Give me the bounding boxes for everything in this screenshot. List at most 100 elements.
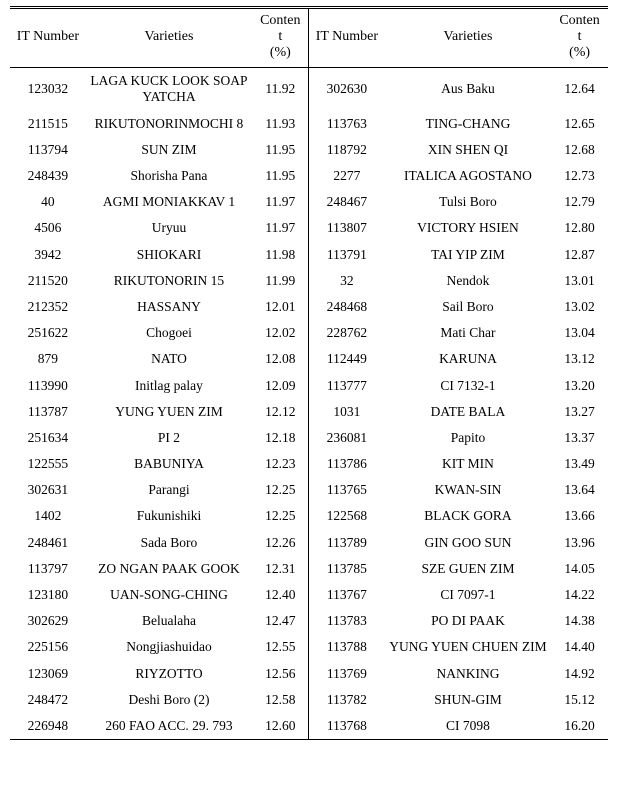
table-row: 212352HASSANY12.01248468Sail Boro13.02 — [10, 294, 608, 320]
cell-var-right: XIN SHEN QI — [385, 137, 551, 163]
cell-val-left: 11.92 — [252, 68, 309, 111]
cell-var-left: Chogoei — [86, 320, 252, 346]
cell-it-right: 2277 — [309, 163, 385, 189]
table-row: 113787YUNG YUEN ZIM12.121031DATE BALA13.… — [10, 399, 608, 425]
cell-val-right: 13.02 — [551, 294, 608, 320]
cell-val-left: 12.56 — [252, 661, 309, 687]
cell-var-right: CI 7098 — [385, 713, 551, 740]
cell-it-right: 228762 — [309, 320, 385, 346]
cell-val-right: 16.20 — [551, 713, 608, 740]
cell-val-right: 12.64 — [551, 68, 608, 111]
cell-it-left: 248472 — [10, 687, 86, 713]
table-row: 248472Deshi Boro (2)12.58113782SHUN-GIM1… — [10, 687, 608, 713]
cell-val-right: 12.68 — [551, 137, 608, 163]
cell-val-right: 14.05 — [551, 556, 608, 582]
cell-it-left: 251634 — [10, 425, 86, 451]
cell-val-left: 12.31 — [252, 556, 309, 582]
table-row: 226948260 FAO ACC. 29. 79312.60113768CI … — [10, 713, 608, 740]
varieties-table: IT Number Varieties Conten t (%) IT Numb… — [10, 8, 608, 740]
cell-val-right: 12.79 — [551, 189, 608, 215]
cell-val-left: 11.95 — [252, 163, 309, 189]
cell-var-right: TAI YIP ZIM — [385, 242, 551, 268]
table-row: 251634PI 212.18236081Papito13.37 — [10, 425, 608, 451]
cell-val-left: 12.25 — [252, 503, 309, 529]
table-row: 211515RIKUTONORINMOCHI 811.93113763TING-… — [10, 111, 608, 137]
cell-it-right: 248467 — [309, 189, 385, 215]
cell-val-left: 11.98 — [252, 242, 309, 268]
cell-val-left: 12.58 — [252, 687, 309, 713]
table-row: 251622Chogoei12.02228762Mati Char13.04 — [10, 320, 608, 346]
table-row: 113797ZO NGAN PAAK GOOK12.31113785SZE GU… — [10, 556, 608, 582]
cell-it-right: 32 — [309, 268, 385, 294]
cell-var-right: CI 7132-1 — [385, 373, 551, 399]
cell-val-left: 12.40 — [252, 582, 309, 608]
cell-it-right: 113791 — [309, 242, 385, 268]
cell-var-right: DATE BALA — [385, 399, 551, 425]
cell-it-right: 112449 — [309, 346, 385, 372]
cell-var-left: Initlag palay — [86, 373, 252, 399]
page: IT Number Varieties Conten t (%) IT Numb… — [0, 0, 618, 788]
cell-it-right: 113777 — [309, 373, 385, 399]
cell-val-right: 13.04 — [551, 320, 608, 346]
cell-var-right: VICTORY HSIEN — [385, 215, 551, 241]
cell-it-right: 113763 — [309, 111, 385, 137]
cell-it-left: 4506 — [10, 215, 86, 241]
cell-val-left: 12.18 — [252, 425, 309, 451]
cell-val-right: 12.65 — [551, 111, 608, 137]
cell-var-right: KIT MIN — [385, 451, 551, 477]
cell-it-right: 248468 — [309, 294, 385, 320]
cell-var-left: AGMI MONIAKKAV 1 — [86, 189, 252, 215]
header-content-l3: (%) — [254, 45, 306, 61]
cell-var-right: Papito — [385, 425, 551, 451]
cell-it-left: 113787 — [10, 399, 86, 425]
cell-val-right: 13.64 — [551, 477, 608, 503]
cell-it-right: 113765 — [309, 477, 385, 503]
cell-var-left: Fukunishiki — [86, 503, 252, 529]
table-row: 248461Sada Boro12.26113789GIN GOO SUN13.… — [10, 530, 608, 556]
cell-var-right: YUNG YUEN CHUEN ZIM — [385, 634, 551, 660]
cell-var-right: Nendok — [385, 268, 551, 294]
cell-it-right: 113786 — [309, 451, 385, 477]
cell-val-right: 12.80 — [551, 215, 608, 241]
cell-var-left: RIYZOTTO — [86, 661, 252, 687]
header-var-right: Varieties — [385, 9, 551, 68]
table-header: IT Number Varieties Conten t (%) IT Numb… — [10, 9, 608, 68]
cell-val-left: 12.02 — [252, 320, 309, 346]
cell-var-left: SHIOKARI — [86, 242, 252, 268]
table-row: 113794SUN ZIM11.95118792XIN SHEN QI12.68 — [10, 137, 608, 163]
cell-it-left: 211520 — [10, 268, 86, 294]
cell-it-left: 211515 — [10, 111, 86, 137]
cell-it-left: 212352 — [10, 294, 86, 320]
cell-var-left: Parangi — [86, 477, 252, 503]
cell-var-left: Nongjiashuidao — [86, 634, 252, 660]
cell-var-right: TING-CHANG — [385, 111, 551, 137]
table-row: 225156Nongjiashuidao12.55113788YUNG YUEN… — [10, 634, 608, 660]
cell-it-right: 113769 — [309, 661, 385, 687]
cell-var-right: CI 7097-1 — [385, 582, 551, 608]
cell-var-right: KARUNA — [385, 346, 551, 372]
table-row: 113990Initlag palay12.09113777CI 7132-11… — [10, 373, 608, 399]
table-row: 211520RIKUTONORIN 1511.9932Nendok13.01 — [10, 268, 608, 294]
cell-it-right: 118792 — [309, 137, 385, 163]
cell-it-right: 113785 — [309, 556, 385, 582]
cell-val-left: 12.01 — [252, 294, 309, 320]
cell-it-right: 113767 — [309, 582, 385, 608]
cell-val-right: 14.22 — [551, 582, 608, 608]
cell-var-right: Sail Boro — [385, 294, 551, 320]
cell-it-left: 113794 — [10, 137, 86, 163]
cell-it-left: 40 — [10, 189, 86, 215]
cell-var-left: Belualaha — [86, 608, 252, 634]
cell-val-left: 12.26 — [252, 530, 309, 556]
cell-var-left: LAGA KUCK LOOK SOAP YATCHA — [86, 68, 252, 111]
table-row: 1402Fukunishiki12.25122568BLACK GORA13.6… — [10, 503, 608, 529]
cell-var-left: SUN ZIM — [86, 137, 252, 163]
table-row: 248439Shorisha Pana11.952277ITALICA AGOS… — [10, 163, 608, 189]
cell-it-right: 236081 — [309, 425, 385, 451]
table-row: 123180UAN-SONG-CHING12.40113767CI 7097-1… — [10, 582, 608, 608]
cell-it-left: 248439 — [10, 163, 86, 189]
table-row: 302629Belualaha12.47113783PO DI PAAK14.3… — [10, 608, 608, 634]
cell-var-right: Mati Char — [385, 320, 551, 346]
cell-val-right: 13.96 — [551, 530, 608, 556]
header-content-r1: Conten — [553, 13, 606, 29]
header-content-l2: t — [254, 29, 306, 45]
